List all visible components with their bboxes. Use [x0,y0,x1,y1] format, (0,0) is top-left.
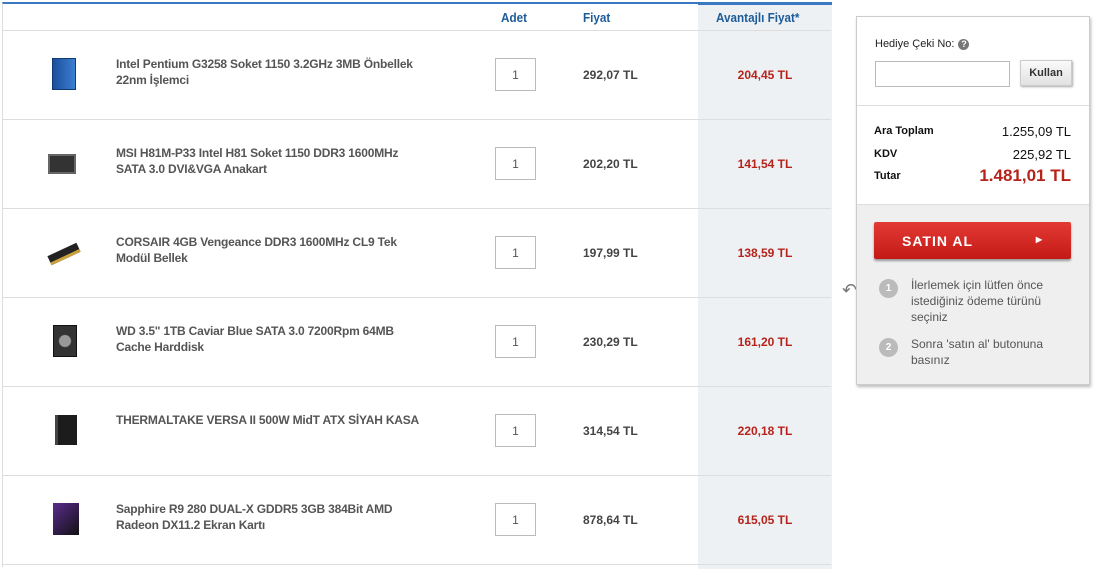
price: 202,20 TL [583,157,638,171]
price: 292,07 TL [583,68,638,82]
divider [857,105,1089,106]
header-adv-price: Avantajlı Fiyat* [716,10,800,25]
table-row: CORSAIR 4GB Vengeance DDR3 1600MHz CL9 T… [3,209,831,298]
header-qty: Adet [501,10,528,25]
header-price: Fiyat [583,10,611,25]
product-name[interactable]: CORSAIR 4GB Vengeance DDR3 1600MHz CL9 T… [116,235,397,265]
cpu-box-icon[interactable] [52,58,76,90]
quantity-input[interactable] [495,325,536,358]
advantage-price: 204,45 TL [737,68,793,82]
table-row: MSI H81M-P33 Intel H81 Soket 1150 DDR3 1… [3,120,831,209]
hdd-icon[interactable] [53,325,77,357]
step-2: 2 Sonra 'satın al' butonuna basınız [879,336,1069,368]
advantage-price: 615,05 TL [737,513,793,527]
advantage-price: 220,18 TL [737,424,793,438]
product-name[interactable]: Sapphire R9 280 DUAL-X GDDR5 3GB 384Bit … [116,502,393,532]
quantity-input[interactable] [495,58,536,91]
product-name[interactable]: Intel Pentium G3258 Soket 1150 3.2GHz 3M… [116,57,413,87]
tax-row: KDV 225,92 TL [874,147,1071,162]
quantity-input[interactable] [495,236,536,269]
price: 878,64 TL [583,513,638,527]
advantage-column-bg [698,2,832,569]
product-name[interactable]: MSI H81M-P33 Intel H81 Soket 1150 DDR3 1… [116,146,399,176]
gift-code-input[interactable] [875,61,1010,87]
checkout-section: SATIN AL ▶ 1 İlerlemek için lütfen önce is… [857,204,1089,384]
pc-case-icon[interactable] [55,415,77,445]
table-row: THERMALTAKE VERSA II 500W MidT ATX SİYAH… [3,387,831,476]
product-name[interactable]: WD 3.5" 1TB Caviar Blue SATA 3.0 7200Rpm… [116,324,394,354]
help-icon[interactable]: ? [958,39,970,50]
table-row: Intel Pentium G3258 Soket 1150 3.2GHz 3M… [3,31,831,120]
gpu-box-icon[interactable] [53,503,79,535]
total-row: Tutar 1.481,01 TL [874,166,1071,185]
motherboard-icon[interactable] [48,154,76,174]
quantity-input[interactable] [495,503,536,536]
buy-button[interactable]: SATIN AL ▶ [874,222,1071,259]
step-1: 1 İlerlemek için lütfen önce istediğiniz … [879,277,1069,325]
ram-icon[interactable] [47,242,81,266]
play-arrow-icon: ▶ [1035,235,1043,244]
use-gift-button[interactable]: Kullan [1020,60,1072,86]
advantage-price: 161,20 TL [737,335,793,349]
quantity-input[interactable] [495,414,536,447]
curved-arrow-icon: ↶ [842,280,858,300]
price: 230,29 TL [583,335,638,349]
table-row: WD 3.5" 1TB Caviar Blue SATA 3.0 7200Rpm… [3,298,831,387]
price: 197,99 TL [583,246,638,260]
order-summary-panel: Hediye Çeki No:? Kullan Ara Toplam 1.255,… [856,16,1090,385]
gift-label: Hediye Çeki No:? [875,38,970,50]
table-row: Sapphire R9 280 DUAL-X GDDR5 3GB 384Bit … [3,476,831,565]
advantage-price: 141,54 TL [737,157,793,171]
price: 314,54 TL [583,424,638,438]
advantage-price: 138,59 TL [737,246,793,260]
cart-table: Adet Fiyat Avantajlı Fiyat* Intel Pentiu… [2,2,832,569]
subtotal-row: Ara Toplam 1.255,09 TL [874,124,1071,139]
quantity-input[interactable] [495,147,536,180]
product-name[interactable]: THERMALTAKE VERSA II 500W MidT ATX SİYAH… [116,413,420,427]
table-header: Adet Fiyat Avantajlı Fiyat* [3,4,831,31]
